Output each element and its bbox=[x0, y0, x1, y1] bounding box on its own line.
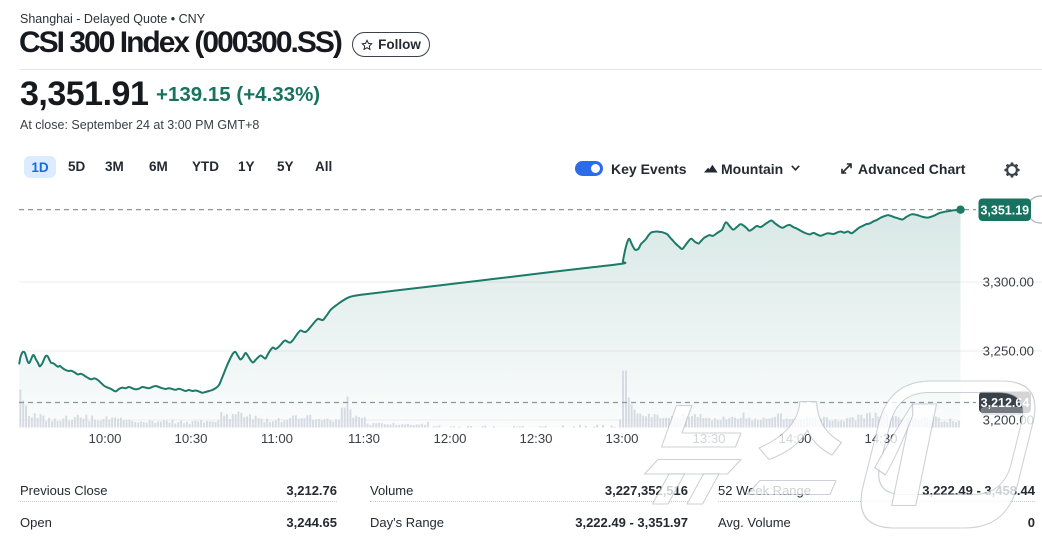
svg-text:13:00: 13:00 bbox=[605, 431, 638, 446]
svg-text:12:00: 12:00 bbox=[433, 431, 466, 446]
svg-text:3,351.19: 3,351.19 bbox=[980, 204, 1029, 218]
svg-text:3,200.00: 3,200.00 bbox=[983, 413, 1034, 428]
svg-text:11:30: 11:30 bbox=[348, 431, 380, 446]
svg-text:13:30: 13:30 bbox=[692, 431, 725, 446]
svg-text:3,212.64: 3,212.64 bbox=[981, 396, 1030, 410]
svg-text:10:00: 10:00 bbox=[88, 431, 121, 446]
svg-text:11:00: 11:00 bbox=[261, 431, 293, 446]
svg-text:3,250.00: 3,250.00 bbox=[983, 344, 1034, 359]
svg-text:14:30: 14:30 bbox=[864, 431, 897, 446]
svg-text:3,300.00: 3,300.00 bbox=[983, 275, 1034, 290]
svg-text:12:30: 12:30 bbox=[519, 431, 552, 446]
svg-text:10:30: 10:30 bbox=[174, 431, 207, 446]
svg-text:14:00: 14:00 bbox=[778, 431, 811, 446]
